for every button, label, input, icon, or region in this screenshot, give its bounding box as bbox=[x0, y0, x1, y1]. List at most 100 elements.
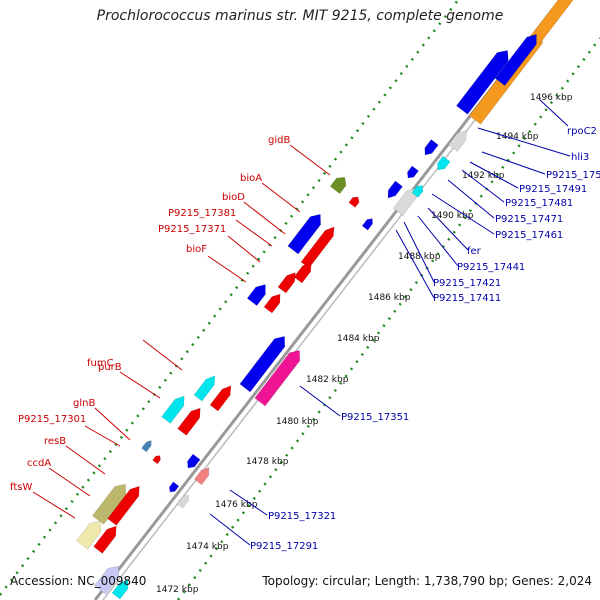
gene-feature bbox=[176, 494, 189, 509]
right-feature-label: hli3 bbox=[571, 152, 589, 163]
gene-feature bbox=[361, 218, 373, 231]
gene-feature bbox=[287, 213, 321, 255]
gene-feature bbox=[407, 165, 419, 179]
map-title: Prochlorococcus marinus str. MIT 9215, c… bbox=[96, 8, 504, 24]
leader-line bbox=[403, 221, 435, 283]
gene-feature bbox=[300, 226, 335, 269]
feature-labels: gidB bioA bioD P9215_17381 P9215_17371 bioF fu… bbox=[10, 126, 600, 552]
right-feature-label: P9215_17291 bbox=[250, 541, 318, 552]
leader-line bbox=[477, 127, 571, 157]
gene-feature bbox=[437, 155, 451, 171]
gene-feature bbox=[209, 385, 232, 412]
leader-line bbox=[299, 385, 341, 417]
tick-labels: 1472 kbp 1474 kbp 1476 kbp 1478 kbp 1480 kbp… bbox=[156, 93, 573, 595]
right-feature-label: fer bbox=[467, 246, 482, 257]
gene-feature bbox=[387, 180, 403, 199]
left-feature-label: gidB bbox=[268, 135, 290, 146]
topology-summary: Topology: circular; Length: 1,738,790 bp… bbox=[262, 574, 592, 588]
tick-label: 1484 kbp bbox=[337, 334, 380, 344]
tick-label: 1482 kbp bbox=[306, 375, 349, 385]
gene-feature bbox=[161, 395, 185, 424]
gene-feature bbox=[169, 481, 180, 493]
left-feature-label: P9215_17381 bbox=[168, 208, 236, 219]
leader-line bbox=[417, 215, 459, 267]
right-feature-label: P9215_17441 bbox=[457, 262, 525, 273]
gene-feature bbox=[239, 336, 286, 393]
gene-feature bbox=[76, 520, 102, 550]
right-feature-label: P9215_17421 bbox=[433, 278, 501, 289]
leader-line bbox=[227, 235, 261, 263]
left-feature-label: fumC bbox=[87, 358, 114, 369]
gene-feature bbox=[277, 272, 296, 294]
leader-line bbox=[427, 207, 469, 251]
gene-feature bbox=[94, 565, 120, 595]
leader-line bbox=[48, 467, 91, 497]
gene-feature bbox=[424, 139, 439, 156]
leader-line bbox=[243, 201, 286, 235]
leader-line bbox=[261, 182, 301, 213]
gene-feature bbox=[456, 50, 509, 115]
tick-label: 1472 kbp bbox=[156, 585, 199, 595]
gene-feature bbox=[411, 185, 424, 198]
tick-label: 1488 kbp bbox=[398, 252, 441, 262]
right-feature-label: P9215_17501 bbox=[546, 170, 600, 181]
tick-label: 1476 kbp bbox=[215, 500, 258, 510]
gene-feature bbox=[111, 579, 129, 600]
right-feature-label: P9215_17471 bbox=[495, 214, 563, 225]
gene-feature bbox=[177, 407, 201, 436]
tick-label: 1474 kbp bbox=[186, 542, 229, 552]
leader-line bbox=[207, 255, 247, 283]
left-feature-label: bioD bbox=[222, 192, 245, 203]
leader-line bbox=[32, 491, 76, 519]
gene-feature bbox=[448, 130, 467, 152]
right-feature-label: P9215_17491 bbox=[519, 184, 587, 195]
ruler-dots bbox=[177, 37, 600, 600]
leader-line bbox=[469, 161, 519, 189]
leader-line bbox=[395, 229, 435, 299]
leader-line bbox=[431, 193, 495, 235]
left-feature-label: glnB bbox=[73, 398, 95, 409]
gene-feature bbox=[141, 440, 152, 453]
leader-line bbox=[65, 445, 106, 475]
left-feature-label: ccdA bbox=[27, 458, 51, 469]
gene-feature bbox=[194, 467, 210, 486]
leader-line bbox=[119, 371, 161, 399]
right-feature-label: P9215_17321 bbox=[268, 511, 336, 522]
gene-feature bbox=[329, 176, 347, 195]
leader-line bbox=[229, 489, 268, 516]
gene-feature bbox=[263, 293, 281, 314]
leader-line bbox=[447, 179, 495, 219]
feature-track bbox=[76, 0, 574, 600]
gene-feature bbox=[348, 196, 360, 208]
gene-feature bbox=[246, 284, 266, 307]
tick-label: 1494 kbp bbox=[496, 132, 539, 142]
left-feature-label: resB bbox=[44, 436, 66, 447]
leader-line bbox=[209, 513, 251, 546]
leader-line bbox=[289, 144, 331, 176]
leader-line bbox=[235, 219, 273, 247]
gene-feature bbox=[392, 187, 417, 217]
left-feature-label: ftsW bbox=[10, 482, 32, 493]
gene-feature bbox=[293, 262, 312, 284]
tick-label: 1478 kbp bbox=[246, 457, 289, 467]
left-feature-label: P9215_17371 bbox=[158, 224, 226, 235]
tick-label: 1490 kbp bbox=[431, 211, 474, 221]
left-feature-label: bioA bbox=[240, 173, 262, 184]
left-feature-label: P9215_17301 bbox=[18, 414, 86, 425]
right-feature-label: P9215_17461 bbox=[495, 230, 563, 241]
tick-label: 1480 kbp bbox=[276, 417, 319, 427]
tick-label: 1486 kbp bbox=[368, 293, 411, 303]
leader-line bbox=[94, 407, 131, 441]
right-feature-label: P9215_17481 bbox=[505, 198, 573, 209]
left-feature-label: purB bbox=[98, 362, 122, 373]
right-feature-label: P9215_17351 bbox=[341, 412, 409, 423]
leader-line bbox=[481, 151, 546, 175]
tick-label: 1492 kbp bbox=[462, 171, 505, 181]
right-feature-label: rpoC2 bbox=[567, 126, 597, 137]
gene-feature bbox=[152, 455, 161, 465]
gene-feature bbox=[107, 485, 140, 526]
leader-line bbox=[142, 339, 183, 371]
gene-feature bbox=[193, 375, 216, 402]
